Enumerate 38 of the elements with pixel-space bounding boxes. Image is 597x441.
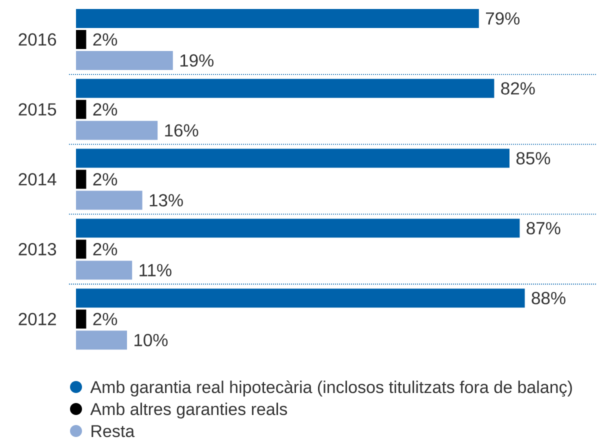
data-label: 87% (526, 222, 560, 234)
data-label: 13% (150, 194, 183, 206)
y-tick-label: 2016 (18, 33, 56, 46)
bar (76, 240, 86, 259)
bar (76, 50, 173, 70)
data-label: 2% (93, 173, 118, 186)
bar (76, 148, 510, 168)
y-tick-label: 2012 (18, 312, 56, 326)
bar (76, 100, 86, 119)
data-label: 2% (93, 33, 118, 46)
data-label: 16% (165, 124, 198, 137)
bar (76, 310, 86, 329)
bar (76, 120, 158, 140)
bar (76, 190, 142, 210)
bar (76, 330, 128, 350)
bar (76, 170, 86, 189)
data-label: 10% (134, 334, 168, 346)
legend-label: Amb altres garanties reals (90, 402, 288, 419)
data-label: 85% (516, 152, 550, 164)
data-label: 19% (180, 54, 214, 67)
y-tick-label: 2015 (18, 103, 56, 116)
data-label: 79% (486, 12, 520, 25)
data-label: 2% (93, 243, 118, 256)
bar (76, 218, 520, 238)
data-label: 82% (501, 82, 535, 95)
legend-label: Amb garantia real hipotecària (inclosos titulitzats fora de balanç) (90, 380, 572, 397)
legend-label: Resta (92, 425, 135, 438)
data-label: 11% (140, 264, 172, 276)
bar (76, 288, 525, 308)
bar (76, 8, 479, 28)
y-tick-label: 2013 (18, 242, 56, 256)
bar (76, 260, 132, 280)
y-tick-label: 2014 (18, 173, 56, 186)
data-label: 2% (93, 103, 118, 116)
bar (76, 78, 494, 98)
data-label: 2% (93, 312, 118, 326)
bar (76, 30, 86, 49)
data-label: 88% (532, 292, 566, 304)
